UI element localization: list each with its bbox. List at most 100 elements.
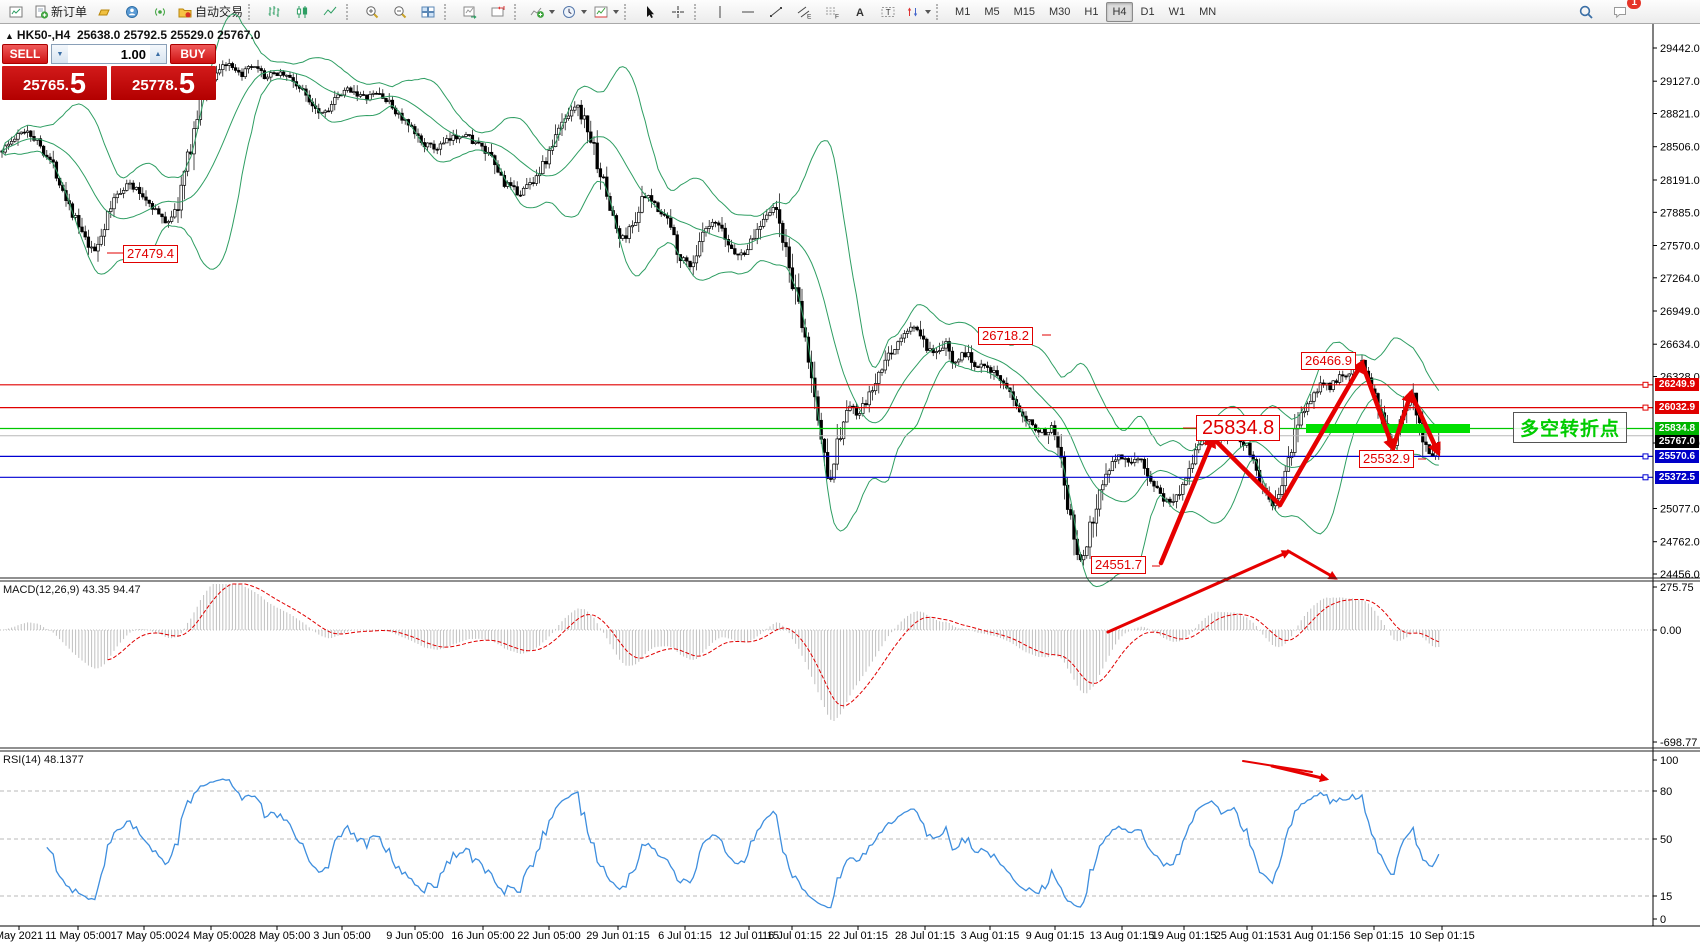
fibonacci-button[interactable]: F <box>818 0 846 23</box>
price-axis-badge: 25834.8 <box>1655 421 1699 435</box>
svg-text:22 Jun 05:00: 22 Jun 05:00 <box>517 930 581 942</box>
svg-text:28821.0: 28821.0 <box>1660 109 1700 121</box>
signals-button[interactable] <box>146 0 174 23</box>
buy-button[interactable]: BUY <box>170 44 216 64</box>
indicators-button[interactable] <box>526 0 558 23</box>
signals-icon <box>155 7 165 16</box>
line-chart-button[interactable] <box>316 0 344 23</box>
rsi-pane-divider[interactable] <box>0 746 1700 754</box>
timeframe-d1-button[interactable]: D1 <box>1140 5 1155 18</box>
zoom-in-button[interactable] <box>358 0 386 23</box>
price-annotation-label[interactable]: 26466.9 <box>1301 352 1356 370</box>
zoom-out-button[interactable] <box>386 0 414 23</box>
gold-button[interactable] <box>90 0 118 23</box>
price-annotation-label[interactable]: 27479.4 <box>123 245 178 263</box>
indicators-dropdown-caret[interactable] <box>549 9 556 14</box>
new-order-label: 新订单 <box>51 5 88 19</box>
sell-button[interactable]: SELL <box>2 44 48 64</box>
svg-text:24762.0: 24762.0 <box>1660 537 1700 549</box>
buy-price-panel[interactable]: 25778. 5 <box>111 66 216 100</box>
vertical-line-button[interactable] <box>706 0 734 23</box>
bars-chart-button[interactable] <box>260 0 288 23</box>
macd-trend-arrow[interactable] <box>1286 549 1338 580</box>
timeframe-m5-button[interactable]: M5 <box>984 5 1000 18</box>
svg-text:28 Jul 01:15: 28 Jul 01:15 <box>895 930 955 942</box>
chart-shift-button[interactable] <box>484 0 512 23</box>
svg-text:May 2021: May 2021 <box>0 930 43 942</box>
chart-window-icon <box>9 6 23 17</box>
svg-text:100: 100 <box>1660 755 1678 767</box>
timeframe-w1-button[interactable]: W1 <box>1168 5 1186 18</box>
svg-text:28191.0: 28191.0 <box>1660 175 1700 187</box>
rsi-indicator-label: RSI(14) 48.1377 <box>3 754 84 766</box>
timeframe-m30-button[interactable]: M30 <box>1049 5 1071 18</box>
periods-dropdown-caret[interactable] <box>581 9 588 14</box>
text-button[interactable]: A <box>846 0 874 23</box>
chat-button[interactable]: 1 <box>1606 0 1641 23</box>
timeframe-m15-button[interactable]: M15 <box>1013 5 1035 18</box>
auto-trading-button[interactable]: 自动交易 <box>174 0 246 23</box>
main-toolbar: 新订单 自动交易 E F A T M1 M5 M15 M30 H1 H4 D1 W1 MN 1 <box>0 0 1700 24</box>
templates-button[interactable] <box>590 0 622 23</box>
search-button[interactable] <box>1572 0 1600 23</box>
volume-increase-button[interactable]: ▲ <box>150 45 166 63</box>
chart-shift-icon <box>491 5 505 16</box>
sell-price-panel[interactable]: 25765. 5 <box>2 66 107 100</box>
svg-text:T: T <box>886 7 891 16</box>
timeframe-m1-button[interactable]: M1 <box>955 5 971 18</box>
price-annotation-label[interactable]: 24551.7 <box>1091 556 1146 574</box>
volume-input[interactable] <box>68 45 150 63</box>
timeframe-mn-button[interactable]: MN <box>1199 5 1217 18</box>
text-label-button[interactable]: T <box>874 0 902 23</box>
svg-text:24 May 05:00: 24 May 05:00 <box>178 930 245 942</box>
price-annotation-label[interactable]: 26718.2 <box>978 327 1033 345</box>
templates-dropdown-caret[interactable] <box>613 9 620 14</box>
gold-icon <box>98 9 110 15</box>
rsi-trend-arrow[interactable] <box>1270 764 1330 783</box>
periods-button[interactable] <box>558 0 590 23</box>
price-annotation-label[interactable]: 25834.8 <box>1196 415 1281 441</box>
candlesticks <box>0 58 1441 566</box>
buy-price-main: 25778. <box>131 77 178 94</box>
trade-path-arrows[interactable] <box>107 252 1441 567</box>
timeframe-h1-button[interactable]: H1 <box>1084 5 1099 18</box>
price-axis-badge: 25767.0 <box>1655 435 1699 449</box>
svg-text:10 Sep 01:15: 10 Sep 01:15 <box>1409 930 1474 942</box>
svg-text:E: E <box>807 13 812 20</box>
tile-windows-icon <box>421 6 435 17</box>
arrows-button[interactable] <box>902 0 934 23</box>
chart-window-button[interactable] <box>2 0 30 23</box>
symbol-ohlc-bar: ▲ HK50-,H4 25638.0 25792.5 25529.0 25767.… <box>5 28 260 42</box>
crosshair-button[interactable] <box>664 0 692 23</box>
toolbar-separator <box>248 3 256 20</box>
macd-trend-arrow[interactable] <box>1106 550 1291 634</box>
community-button[interactable] <box>118 0 146 23</box>
svg-text:27885.0: 27885.0 <box>1660 207 1700 219</box>
tile-windows-button[interactable] <box>414 0 442 23</box>
price-axis-badge: 25570.6 <box>1655 449 1699 463</box>
candles-chart-button[interactable] <box>288 0 316 23</box>
cn-annotation-note[interactable]: 多空转折点 <box>1513 412 1628 443</box>
auto-scroll-button[interactable] <box>456 0 484 23</box>
equidistant-channel-button[interactable]: E <box>790 0 818 23</box>
price-axis-ticks: 29442.0 29127.0 28821.0 28506.0 28191.0 27885… <box>1653 43 1700 926</box>
arrows-dropdown-caret[interactable] <box>925 9 932 14</box>
line-chart-icon <box>323 6 337 15</box>
cursor-button[interactable] <box>636 0 664 23</box>
new-order-button[interactable]: 新订单 <box>30 0 90 23</box>
text-icon: A <box>856 7 864 19</box>
macd-pane-divider[interactable] <box>0 576 1700 584</box>
timeframe-h4-button[interactable]: H4 <box>1106 1 1133 22</box>
bollinger-bands[interactable] <box>1 13 1440 588</box>
svg-text:27570.0: 27570.0 <box>1660 241 1700 253</box>
cursor-icon <box>647 5 655 18</box>
svg-text:29442.0: 29442.0 <box>1660 43 1700 55</box>
price-annotation-label[interactable]: 25532.9 <box>1359 450 1414 468</box>
horizontal-line-button[interactable] <box>734 0 762 23</box>
auto-scroll-icon <box>463 6 477 19</box>
trendline-button[interactable] <box>762 0 790 23</box>
bars-chart-icon <box>268 5 280 17</box>
volume-decrease-button[interactable]: ▼ <box>52 45 68 63</box>
